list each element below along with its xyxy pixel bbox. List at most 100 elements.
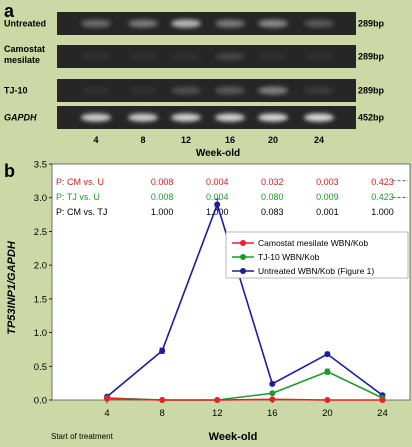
data-point bbox=[324, 351, 331, 358]
gel-week-label: 20 bbox=[268, 135, 278, 145]
pvalue-cell: 0.423 bbox=[371, 177, 394, 187]
gel-bp-label: 289bp bbox=[358, 86, 385, 96]
gel-lane-2 bbox=[57, 79, 356, 102]
gel-band bbox=[128, 86, 158, 95]
y-axis-label: TP53INP1/GAPDH bbox=[6, 240, 18, 335]
x-ticks: 4 8 12 16 20 24 bbox=[104, 400, 388, 419]
data-point bbox=[159, 397, 166, 403]
pvalue-cell: 1.000 bbox=[151, 207, 174, 217]
y-tick-label: 2.5 bbox=[34, 227, 47, 238]
gel-band bbox=[258, 52, 288, 61]
x-tick-label: 20 bbox=[322, 408, 333, 419]
data-point bbox=[324, 368, 331, 375]
pvalue-row-label: P: TJ vs. U bbox=[56, 192, 100, 202]
pvalue-cell: 0.032 bbox=[261, 177, 284, 187]
panel-a-letter: a bbox=[4, 1, 15, 21]
gel-band bbox=[171, 52, 201, 61]
y-tick-label: 3.0 bbox=[34, 193, 47, 204]
gel-week-label: 12 bbox=[181, 135, 191, 145]
gel-band bbox=[258, 113, 288, 122]
legend-label: Camostat mesilate WBN/Kob bbox=[258, 238, 368, 248]
gel-lane-0 bbox=[57, 12, 356, 35]
gel-band bbox=[304, 86, 334, 95]
gel-band bbox=[81, 52, 111, 61]
gel-lane-label: TJ-10 bbox=[4, 86, 28, 96]
gel-x-axis-label: Week-old bbox=[196, 148, 240, 159]
legend-box bbox=[225, 231, 409, 279]
series-line bbox=[107, 397, 383, 401]
y-tick-label: 1.5 bbox=[34, 294, 47, 305]
pvalue-row-label: P: CM vs. U bbox=[56, 177, 104, 187]
gel-band bbox=[171, 19, 201, 28]
gel-lane-label: Untreated bbox=[4, 19, 46, 29]
pvalue-cell: 0.008 bbox=[151, 192, 174, 202]
y-tick-label: 0.5 bbox=[34, 362, 47, 373]
data-point bbox=[269, 390, 276, 397]
data-point bbox=[324, 397, 331, 403]
data-point bbox=[269, 380, 276, 387]
data-point bbox=[104, 395, 111, 402]
pvalue-row-label: P: CM vs. TJ bbox=[56, 207, 107, 217]
y-ticks: 0.0 0.5 1.0 1.5 2.0 2.5 3.0 3.5 bbox=[34, 160, 52, 407]
gel-band bbox=[258, 86, 288, 95]
pvalue-cell: 0.003 bbox=[316, 177, 339, 187]
x-tick-label: 16 bbox=[267, 408, 278, 419]
legend-label: Untreated WBN/Kob (Figure 1) bbox=[258, 266, 374, 276]
pvalue-cell: 1.000 bbox=[206, 207, 229, 217]
y-tick-label: 1.0 bbox=[34, 328, 47, 339]
gel-band bbox=[215, 52, 245, 61]
gel-week-label: 24 bbox=[314, 135, 324, 145]
gel-band bbox=[304, 19, 334, 28]
gel-week-labels: 4 8 12 16 20 24 bbox=[93, 135, 324, 145]
gel-band bbox=[171, 113, 201, 122]
pvalue-cell: 0.001 bbox=[316, 207, 339, 217]
legend-label: TJ-10 WBN/Kob bbox=[258, 252, 320, 262]
data-point bbox=[269, 396, 276, 403]
gel-band bbox=[304, 52, 334, 61]
data-point bbox=[159, 347, 166, 354]
data-point bbox=[214, 397, 221, 403]
pvalue-cell: 0.083 bbox=[261, 207, 284, 217]
gel-band bbox=[215, 19, 245, 28]
gel-band bbox=[304, 113, 334, 122]
y-tick-label: 3.5 bbox=[34, 160, 47, 171]
gel-band bbox=[215, 113, 245, 122]
gel-band bbox=[171, 86, 201, 95]
pvalue-cell: 1.000 bbox=[371, 207, 394, 217]
pvalue-cell: 0.423 bbox=[371, 192, 394, 202]
gel-week-label: 4 bbox=[93, 135, 98, 145]
legend: Camostat mesilate WBN/Kob TJ-10 WBN/Kob Un… bbox=[225, 231, 409, 279]
gel-band bbox=[128, 113, 158, 122]
gel-band bbox=[215, 86, 245, 95]
legend-marker bbox=[240, 268, 246, 274]
pvalue-cell: 0.004 bbox=[206, 192, 229, 202]
gel-lane-label: GAPDH bbox=[4, 113, 37, 123]
gel-band bbox=[258, 19, 288, 28]
y-tick-label: 0.0 bbox=[34, 396, 47, 407]
gel-band bbox=[81, 19, 111, 28]
pvalue-cell: 0.004 bbox=[206, 177, 229, 187]
gel-band bbox=[81, 113, 111, 122]
gel-lane-1 bbox=[57, 45, 356, 68]
gel-bp-label: 289bp bbox=[358, 52, 385, 62]
data-point bbox=[214, 201, 221, 208]
pvalue-table: P: CM vs. U 0.008 0.004 0.032 0.003 0.423 P: T… bbox=[56, 177, 394, 217]
gel-panel: Untreated 289bp Camostat mesilate 289bp TJ-10… bbox=[4, 12, 385, 129]
gel-lane-3 bbox=[57, 106, 356, 129]
x-tick-label: 4 bbox=[104, 408, 109, 419]
data-series bbox=[104, 198, 386, 403]
x-tick-label: 8 bbox=[160, 408, 165, 419]
pvalue-dashed-lines bbox=[392, 180, 408, 199]
gel-bp-label: 452bp bbox=[358, 113, 385, 123]
gel-week-label: 8 bbox=[140, 135, 145, 145]
legend-marker bbox=[240, 240, 246, 246]
gel-band bbox=[128, 52, 158, 61]
plot-area bbox=[51, 163, 411, 401]
gel-band bbox=[128, 19, 158, 28]
y-tick-label: 2.0 bbox=[34, 261, 47, 272]
x-tick-label: 12 bbox=[212, 408, 223, 419]
pvalue-cell: 0.009 bbox=[316, 192, 339, 202]
pvalue-cell: 0.008 bbox=[151, 177, 174, 187]
gel-band bbox=[81, 86, 111, 95]
